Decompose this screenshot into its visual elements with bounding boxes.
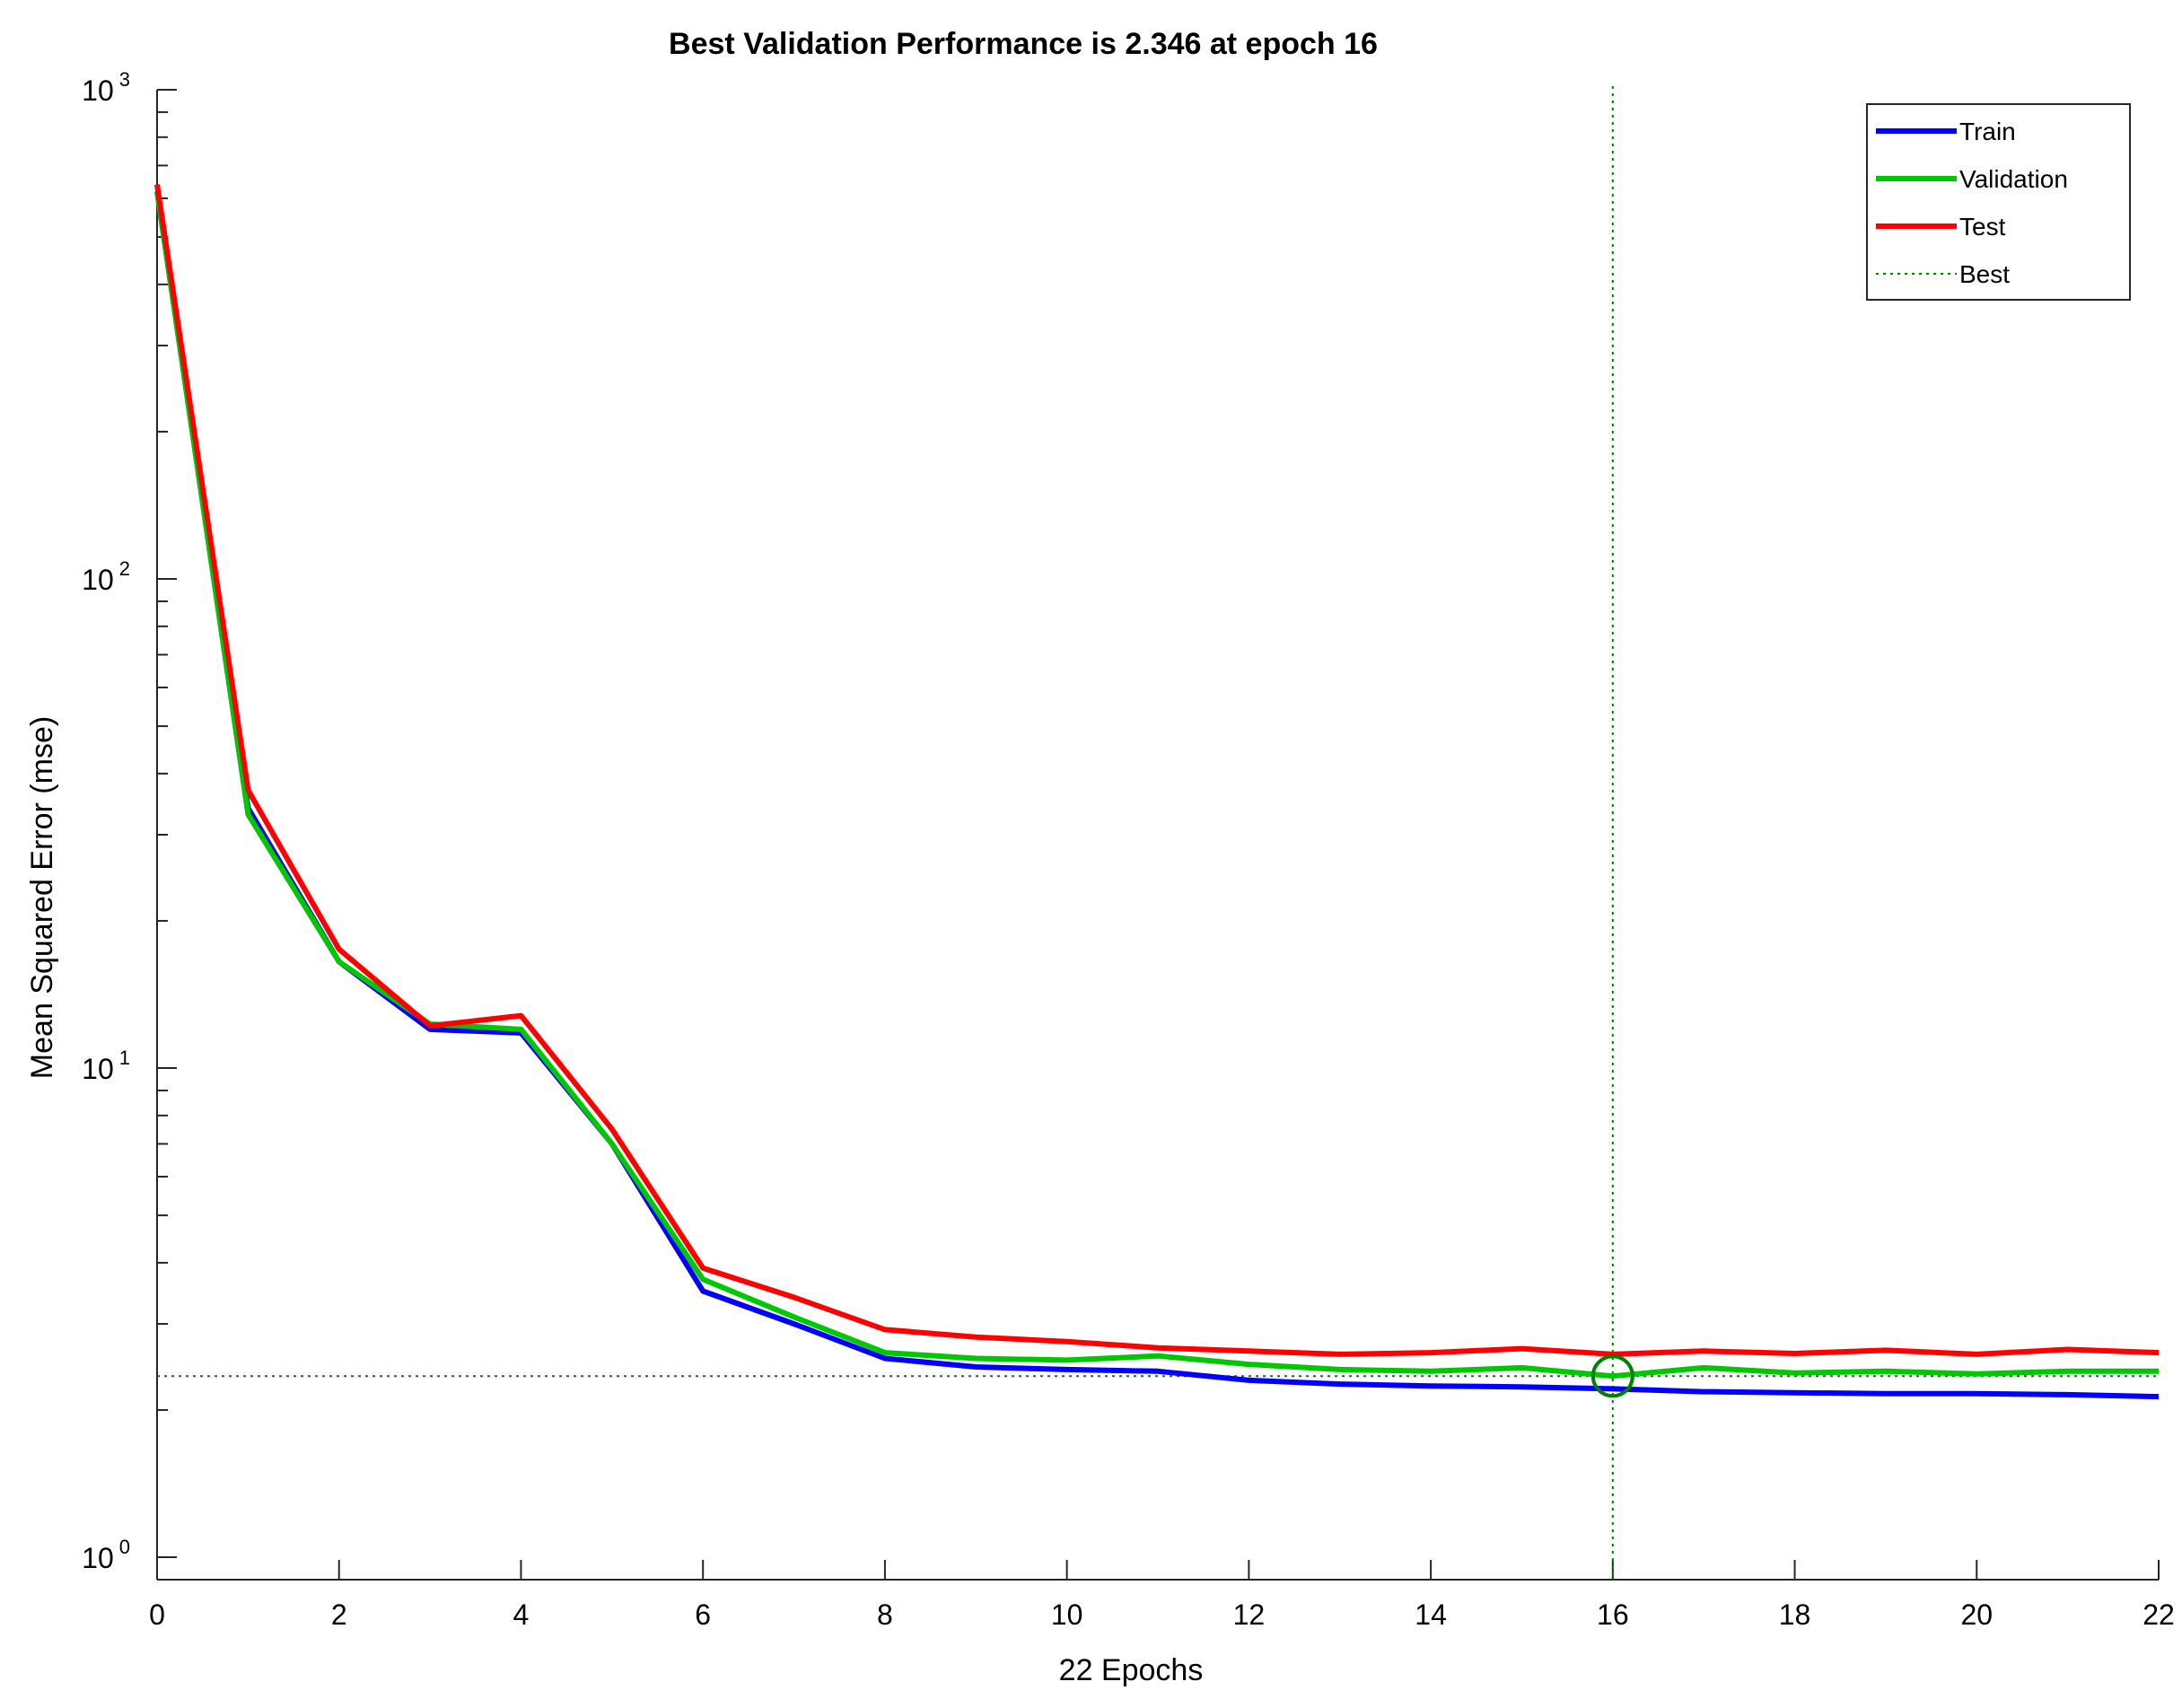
x-tick-label: 0	[149, 1599, 165, 1631]
x-tick-label: 16	[1597, 1599, 1629, 1631]
y-tick-label: 10 1	[82, 1047, 130, 1085]
series-lines	[154, 184, 2160, 1400]
x-tick-label: 8	[877, 1599, 893, 1631]
y-tick-exponent: 0	[119, 1536, 130, 1558]
x-tick-label: 10	[1051, 1599, 1083, 1631]
x-tick-label: 14	[1415, 1599, 1447, 1631]
y-tick-base: 10	[82, 564, 114, 596]
x-tick-label: 6	[695, 1599, 711, 1631]
y-tick-label: 10 3	[82, 68, 130, 107]
y-tick-base: 10	[82, 1053, 114, 1085]
x-tick-label: 18	[1779, 1599, 1811, 1631]
y-tick-base: 10	[82, 74, 114, 107]
y-tick-exponent: 3	[119, 68, 130, 91]
x-tick-label: 20	[1960, 1599, 1993, 1631]
x-tick-label: 4	[513, 1599, 530, 1631]
plot-area	[157, 90, 2159, 1580]
best-point-marker	[1590, 1354, 1634, 1398]
series-line-test	[154, 184, 2160, 1357]
legend: Train Validation Test Best	[1866, 103, 2131, 301]
x-tick-label: 22	[2143, 1599, 2175, 1631]
legend-label-best: Best	[1959, 260, 2010, 288]
y-tick-label: 10 2	[82, 557, 130, 596]
x-axis-label: 22 Epochs	[1059, 1653, 1204, 1687]
y-tick-exponent: 1	[119, 1047, 130, 1069]
best-markers	[157, 86, 2159, 1580]
chart-title: Best Validation Performance is 2.346 at …	[669, 27, 1378, 61]
y-axis-label: Mean Squared Error (mse)	[25, 716, 59, 1079]
x-tick-label: 12	[1233, 1599, 1266, 1631]
legend-label-train: Train	[1959, 118, 2016, 145]
x-tick-label: 2	[331, 1599, 347, 1631]
y-tick-base: 10	[82, 1542, 114, 1574]
series-line-validation	[154, 190, 2159, 1380]
y-tick-exponent: 2	[119, 557, 130, 580]
series-line-train	[154, 190, 2160, 1400]
legend-box	[1866, 103, 2131, 301]
legend-label-validation: Validation	[1959, 165, 2068, 193]
legend-label-test: Test	[1959, 213, 2006, 241]
y-tick-label: 10 0	[82, 1536, 130, 1574]
